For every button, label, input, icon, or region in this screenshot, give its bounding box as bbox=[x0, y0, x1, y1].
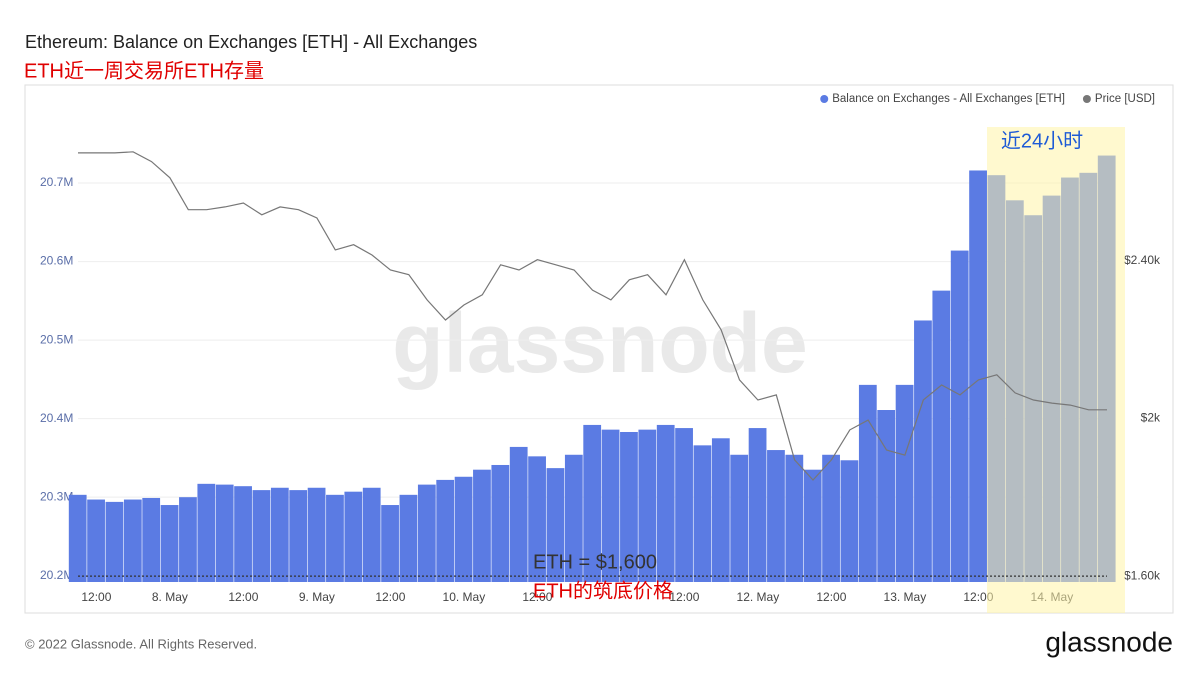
x-tick-label: 12:00 bbox=[228, 590, 258, 604]
x-tick-label: 9. May bbox=[299, 590, 335, 604]
logo: glassnode bbox=[1045, 626, 1173, 657]
bar bbox=[767, 450, 785, 582]
bar bbox=[840, 460, 859, 582]
bar bbox=[877, 410, 896, 582]
bar bbox=[914, 320, 932, 582]
bar bbox=[564, 454, 583, 582]
x-tick-label: 12:00 bbox=[81, 590, 111, 604]
watermark: glassnode bbox=[392, 296, 807, 390]
x-tick-label: 12:00 bbox=[375, 590, 405, 604]
highlight-region bbox=[987, 127, 1125, 613]
highlight-label: 近24小时 bbox=[1001, 129, 1083, 152]
bar bbox=[105, 501, 124, 582]
bar bbox=[675, 428, 693, 582]
x-tick-label: 12:00 bbox=[669, 590, 699, 604]
bar bbox=[656, 424, 675, 582]
y-tick-label: 20.2M bbox=[40, 568, 73, 582]
bar bbox=[270, 487, 289, 582]
footer: © 2022 Glassnode. All Rights Reserved. bbox=[25, 636, 257, 651]
bar bbox=[142, 497, 161, 582]
bar bbox=[785, 454, 804, 582]
bar bbox=[601, 429, 620, 582]
bar bbox=[362, 487, 381, 582]
legend-marker bbox=[820, 95, 829, 103]
bar bbox=[491, 464, 510, 582]
bar bbox=[473, 469, 491, 582]
legend-marker bbox=[1082, 95, 1091, 103]
bar bbox=[528, 456, 546, 582]
x-tick-label: 12. May bbox=[737, 590, 780, 604]
legend-label: Balance on Exchanges - All Exchanges [ET… bbox=[832, 93, 1065, 105]
bar bbox=[289, 490, 308, 582]
bar bbox=[197, 483, 216, 582]
bar bbox=[68, 494, 87, 582]
bar bbox=[748, 428, 767, 582]
reference-label: ETH = $1,600 bbox=[533, 551, 657, 573]
y-tick-label: 20.3M bbox=[40, 489, 73, 503]
bar bbox=[693, 445, 712, 582]
bar bbox=[546, 468, 565, 582]
y-tick-label: 20.5M bbox=[40, 332, 73, 346]
x-tick-label: 10. May bbox=[443, 590, 486, 604]
y2-tick-label: $2.40k bbox=[1124, 253, 1161, 267]
bar bbox=[87, 499, 105, 582]
legend-label: Price [USD] bbox=[1095, 93, 1155, 105]
bar bbox=[252, 490, 271, 582]
chart-frame bbox=[24, 84, 1174, 614]
bar bbox=[822, 454, 840, 582]
bar bbox=[123, 499, 142, 582]
x-tick-label: 12:00 bbox=[963, 590, 993, 604]
bar bbox=[711, 438, 730, 582]
bar bbox=[509, 446, 528, 582]
bar bbox=[950, 250, 969, 582]
bar bbox=[215, 484, 234, 582]
x-tick-label: 12:00 bbox=[522, 590, 552, 604]
y-tick-label: 20.7M bbox=[40, 175, 73, 189]
bar bbox=[803, 469, 822, 582]
bar bbox=[858, 384, 877, 582]
y2-tick-label: $2k bbox=[1141, 411, 1161, 425]
bar bbox=[307, 487, 326, 582]
bar bbox=[932, 290, 951, 582]
bar bbox=[381, 505, 399, 582]
bar bbox=[454, 476, 473, 582]
price-line bbox=[78, 151, 1107, 481]
bar bbox=[160, 505, 179, 582]
bar bbox=[399, 494, 418, 582]
bar bbox=[969, 170, 987, 583]
bar bbox=[638, 429, 657, 582]
chart-title: Ethereum: Balance on Exchanges [ETH] - A… bbox=[25, 32, 477, 52]
bar bbox=[730, 454, 749, 582]
bar bbox=[583, 424, 602, 582]
y-tick-label: 20.6M bbox=[40, 254, 73, 268]
bar bbox=[234, 486, 252, 582]
bar bbox=[417, 484, 436, 582]
bar bbox=[620, 431, 638, 582]
bar bbox=[895, 384, 914, 582]
x-tick-label: 8. May bbox=[152, 590, 188, 604]
bar bbox=[179, 497, 197, 582]
reference-note: ETH的筑底价格 bbox=[533, 579, 673, 602]
y-tick-label: 20.4M bbox=[40, 411, 73, 425]
y2-tick-label: $1.60k bbox=[1124, 568, 1161, 582]
x-tick-label: 12:00 bbox=[816, 590, 846, 604]
chart-subtitle: ETH近一周交易所ETH存量 bbox=[24, 59, 264, 82]
bar bbox=[344, 491, 363, 582]
bar bbox=[436, 479, 455, 582]
x-tick-label: 13. May bbox=[884, 590, 927, 604]
bar bbox=[326, 494, 344, 582]
